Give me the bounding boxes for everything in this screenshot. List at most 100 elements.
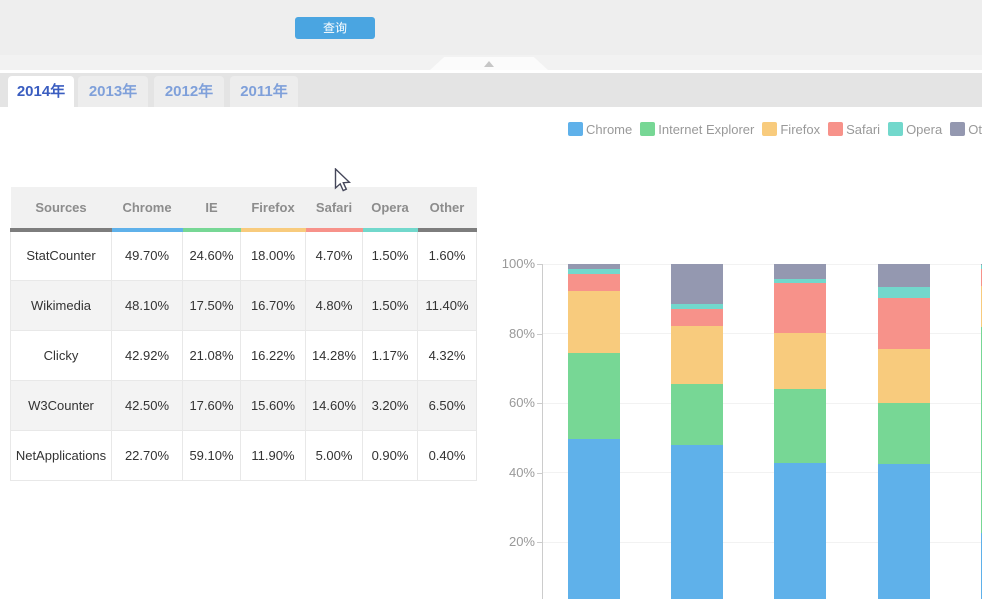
table-row-netapplications: NetApplications 22.70% 59.10% 11.90% 5.00% 0.… bbox=[10, 429, 477, 481]
bar-segment-clicky-safari[interactable] bbox=[774, 283, 827, 333]
value-cell: 49.70% bbox=[111, 229, 183, 281]
content-area: Sources Chrome IE Firefox Safari Opera Other S… bbox=[0, 107, 982, 599]
value-cell: 1.17% bbox=[362, 329, 418, 381]
value-cell: 17.60% bbox=[182, 379, 241, 431]
bar-segment-netapplications-opera[interactable] bbox=[980, 265, 982, 269]
legend-item-other[interactable]: Other bbox=[950, 122, 982, 137]
value-cell: 14.60% bbox=[305, 379, 363, 431]
value-cell: 24.60% bbox=[182, 229, 241, 281]
bar-segment-wikimedia-internet-explorer[interactable] bbox=[670, 383, 723, 445]
source-name-cell: Wikimedia bbox=[10, 279, 112, 331]
value-cell: 59.10% bbox=[182, 429, 241, 481]
legend-item-firefox[interactable]: Firefox bbox=[762, 122, 820, 137]
toolbar: 查询 bbox=[0, 0, 982, 55]
bar-segment-statcounter-opera[interactable] bbox=[567, 269, 620, 275]
column-header-safari: Safari bbox=[305, 187, 363, 232]
column-header-sources: Sources bbox=[10, 187, 112, 232]
legend-item-safari[interactable]: Safari bbox=[828, 122, 880, 137]
bar-segment-wikimedia-chrome[interactable] bbox=[670, 444, 723, 599]
tab-2014[interactable]: 2014年 bbox=[8, 76, 74, 107]
column-header-opera: Opera bbox=[362, 187, 418, 232]
value-cell: 22.70% bbox=[111, 429, 183, 481]
query-button[interactable]: 查询 bbox=[295, 17, 375, 39]
browser-stats-table: Sources Chrome IE Firefox Safari Opera Other S… bbox=[10, 187, 477, 481]
bar-segment-clicky-other[interactable] bbox=[774, 264, 827, 280]
source-name-cell: NetApplications bbox=[10, 429, 112, 481]
collapse-strip bbox=[0, 55, 982, 70]
legend-label: Chrome bbox=[586, 122, 633, 137]
bar-segment-clicky-internet-explorer[interactable] bbox=[774, 389, 827, 463]
bar-segment-w3counter-firefox[interactable] bbox=[877, 348, 930, 403]
legend-item-internet-explorer[interactable]: Internet Explorer bbox=[640, 122, 754, 137]
table-row-w3counter: W3Counter 42.50% 17.60% 15.60% 14.60% 3.20% 6.… bbox=[10, 379, 477, 431]
legend-item-opera[interactable]: Opera bbox=[888, 122, 942, 137]
gridline bbox=[543, 333, 982, 335]
gridline bbox=[543, 402, 982, 404]
y-axis-tick bbox=[537, 333, 542, 335]
value-cell: 1.60% bbox=[417, 229, 477, 281]
bar-segment-clicky-opera[interactable] bbox=[774, 279, 827, 284]
value-cell: 6.50% bbox=[417, 379, 477, 431]
bar-segment-netapplications-firefox[interactable] bbox=[980, 285, 982, 328]
bar-segment-w3counter-opera[interactable] bbox=[877, 286, 930, 298]
value-cell: 21.08% bbox=[182, 329, 241, 381]
value-cell: 0.90% bbox=[362, 429, 418, 481]
bar-segment-statcounter-firefox[interactable] bbox=[567, 290, 620, 354]
legend-label: Internet Explorer bbox=[658, 122, 755, 137]
bar-segment-netapplications-chrome[interactable] bbox=[980, 533, 982, 599]
stacked-bar-chart: Chrome Internet Explorer Firefox Safari Oper… bbox=[490, 110, 982, 599]
legend-swatch-icon bbox=[950, 122, 966, 136]
tab-2013[interactable]: 2013年 bbox=[78, 76, 148, 107]
tab-2011[interactable]: 2011年 bbox=[230, 76, 298, 107]
legend-label: Firefox bbox=[780, 122, 821, 137]
gridline bbox=[543, 263, 982, 265]
value-cell: 0.40% bbox=[417, 429, 477, 481]
bar-segment-wikimedia-other[interactable] bbox=[670, 264, 723, 304]
value-cell: 14.28% bbox=[305, 329, 363, 381]
gridline bbox=[543, 472, 982, 474]
y-axis-line bbox=[542, 264, 543, 599]
table-row-clicky: Clicky 42.92% 21.08% 16.22% 14.28% 1.17% 4.32% bbox=[10, 329, 477, 381]
collapse-handle[interactable] bbox=[430, 57, 548, 70]
bar-segment-netapplications-other[interactable] bbox=[980, 264, 982, 266]
y-axis-tick bbox=[537, 542, 542, 544]
bar-segment-w3counter-safari[interactable] bbox=[877, 297, 930, 349]
bar-segment-statcounter-other[interactable] bbox=[567, 263, 620, 270]
divider bbox=[0, 70, 982, 73]
source-name-cell: Clicky bbox=[10, 329, 112, 381]
bar-segment-w3counter-chrome[interactable] bbox=[877, 464, 930, 599]
legend-swatch-icon bbox=[640, 122, 656, 136]
bar-segment-statcounter-safari[interactable] bbox=[567, 274, 620, 291]
legend-label: Opera bbox=[906, 122, 943, 137]
value-cell: 11.40% bbox=[417, 279, 477, 331]
bar-segment-netapplications-internet-explorer[interactable] bbox=[980, 327, 982, 533]
bar-segment-statcounter-chrome[interactable] bbox=[567, 439, 620, 599]
value-cell: 48.10% bbox=[111, 279, 183, 331]
value-cell: 42.50% bbox=[111, 379, 183, 431]
column-header-ie: IE bbox=[182, 187, 241, 232]
legend-item-chrome[interactable]: Chrome bbox=[568, 122, 632, 137]
value-cell: 3.20% bbox=[362, 379, 418, 431]
legend-swatch-icon bbox=[762, 122, 778, 136]
value-cell: 4.32% bbox=[417, 329, 477, 381]
bar-segment-wikimedia-firefox[interactable] bbox=[670, 325, 723, 384]
bar-segment-wikimedia-opera[interactable] bbox=[670, 303, 723, 309]
tab-2012[interactable]: 2012年 bbox=[154, 76, 224, 107]
bar-segment-statcounter-internet-explorer[interactable] bbox=[567, 353, 620, 440]
y-axis-label: 60% bbox=[508, 395, 535, 411]
y-axis-label: 20% bbox=[508, 534, 535, 550]
bar-segment-clicky-chrome[interactable] bbox=[774, 462, 827, 599]
bar-segment-wikimedia-safari[interactable] bbox=[670, 308, 723, 326]
value-cell: 4.80% bbox=[305, 279, 363, 331]
tab-bar: 2014年 2013年 2012年 2011年 bbox=[0, 73, 982, 107]
chart-legend: Chrome Internet Explorer Firefox Safari Oper… bbox=[568, 122, 982, 137]
value-cell: 1.50% bbox=[362, 229, 418, 281]
bar-segment-w3counter-internet-explorer[interactable] bbox=[877, 402, 930, 465]
bar-segment-netapplications-safari[interactable] bbox=[980, 268, 982, 286]
value-cell: 1.50% bbox=[362, 279, 418, 331]
bar-segment-clicky-firefox[interactable] bbox=[774, 332, 827, 390]
column-header-chrome: Chrome bbox=[111, 187, 183, 232]
column-header-firefox: Firefox bbox=[240, 187, 306, 232]
bar-segment-w3counter-other[interactable] bbox=[877, 264, 930, 287]
